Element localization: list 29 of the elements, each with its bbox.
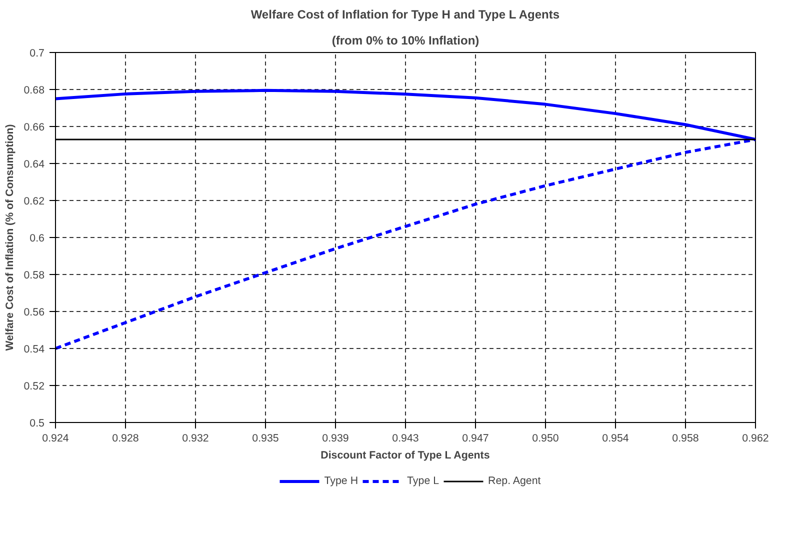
x-tick-label: 0.958	[672, 432, 699, 444]
y-tick-label: 0.64	[24, 158, 45, 170]
x-tick-label: 0.939	[322, 432, 349, 444]
y-tick-label: 0.5	[30, 418, 45, 430]
x-tick-label: 0.935	[252, 432, 279, 444]
x-tick-label: 0.943	[392, 432, 419, 444]
x-tick-label: 0.932	[182, 432, 209, 444]
chart-title: Welfare Cost of Inflation for Type H and Type L Agents	[250, 8, 560, 22]
x-axis-title: Discount Factor of Type L Agents	[320, 450, 490, 462]
legend-label: Type H	[324, 475, 358, 487]
y-tick-label: 0.68	[24, 84, 45, 96]
x-tick-label: 0.954	[602, 432, 629, 444]
legend-label: Rep. Agent	[488, 475, 541, 487]
chart-subtitle: (from 0% to 10% Inflation)	[332, 34, 480, 48]
y-tick-label: 0.52	[24, 380, 45, 392]
x-tick-label: 0.924	[42, 432, 69, 444]
y-tick-label: 0.54	[24, 344, 45, 356]
legend-label: Type L	[407, 475, 440, 487]
y-tick-label: 0.66	[24, 122, 45, 134]
y-tick-label: 0.7	[30, 48, 45, 60]
y-tick-label: 0.58	[24, 270, 45, 282]
y-tick-label: 0.6	[30, 232, 45, 244]
y-tick-label: 0.62	[24, 196, 45, 208]
x-tick-label: 0.950	[532, 432, 559, 444]
x-tick-label: 0.928	[112, 432, 139, 444]
y-axis-title: Welfare Cost of Inflation (% of Consumption)	[4, 124, 16, 351]
x-tick-label: 0.962	[742, 432, 769, 444]
x-tick-label: 0.947	[462, 432, 489, 444]
y-tick-label: 0.56	[24, 306, 45, 318]
